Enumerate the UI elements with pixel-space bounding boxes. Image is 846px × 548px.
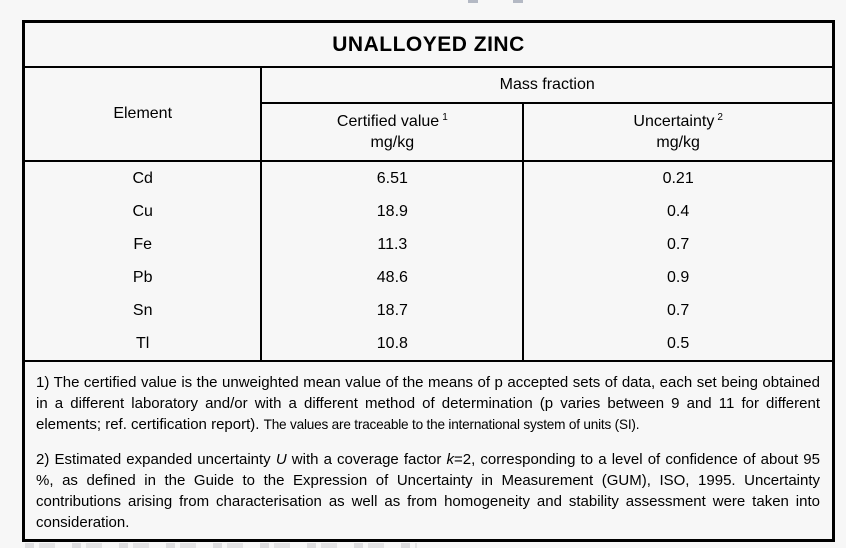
footnote-1: 1) The certified value is the unweighted…	[36, 372, 820, 435]
cropped-text-artifact-top	[513, 0, 523, 3]
element-cell: Tl	[22, 327, 263, 361]
table-row: Pb 48.6 0.9	[22, 261, 835, 294]
footnote-2-text: 2) Estimated expanded uncertainty	[36, 451, 276, 468]
footnote-1-text: 1) The certified value is the unweighted…	[36, 374, 820, 433]
element-cell: Cd	[22, 161, 263, 195]
uncertainty-cell: 0.5	[522, 327, 835, 361]
table-row: Fe 11.3 0.7	[22, 228, 835, 261]
footnote-2-text: with a coverage factor	[286, 451, 447, 468]
table-title-row: UNALLOYED ZINC	[22, 20, 835, 68]
certified-value-cell: 10.8	[260, 327, 525, 361]
certified-value-unit: mg/kg	[370, 134, 415, 151]
uncertainty-cell: 0.9	[522, 261, 835, 294]
element-cell: Fe	[22, 228, 263, 261]
variable-U: U	[275, 451, 287, 468]
footnote-ref-2: 2	[717, 111, 723, 123]
certified-value-cell: 18.9	[260, 195, 525, 228]
table-row: Sn 18.7 0.7	[22, 294, 835, 327]
cropped-text-artifact-top	[468, 0, 478, 3]
element-cell: Cu	[22, 195, 263, 228]
table-row: Cu 18.9 0.4	[22, 195, 835, 228]
certified-value-cell: 18.7	[260, 294, 525, 327]
footnote-2: 2) Estimated expanded uncertainty U with…	[36, 449, 820, 533]
uncertainty-unit: mg/kg	[656, 134, 700, 151]
uncertainty-cell: 0.7	[522, 294, 835, 327]
uncertainty-label: Uncertainty	[633, 113, 715, 130]
uncertainty-cell: 0.7	[522, 228, 835, 261]
cropped-text-artifact-bottom	[25, 543, 417, 548]
certified-value-cell: 6.51	[260, 161, 525, 195]
certified-value-cell: 11.3	[260, 228, 525, 261]
table-row: Tl 10.8 0.5	[22, 327, 835, 361]
footnote-2-text: =2, corresponding to a level of confiden…	[36, 451, 820, 531]
column-header-certified-value: Certified value 1 mg/kg	[260, 102, 525, 162]
certified-value-label: Certified value	[336, 113, 440, 130]
certified-values-table: UNALLOYED ZINC Element Mass fraction Cer…	[22, 20, 835, 542]
certified-value-cell: 48.6	[260, 261, 525, 294]
footnotes-row: 1) The certified value is the unweighted…	[22, 360, 835, 542]
footnotes-section: 1) The certified value is the unweighted…	[22, 360, 835, 542]
variable-k: k	[446, 451, 455, 468]
table-row: Cd 6.51 0.21	[22, 161, 835, 195]
column-header-uncertainty: Uncertainty 2 mg/kg	[522, 102, 835, 162]
element-cell: Pb	[22, 261, 263, 294]
footnote-1-traceability-text: The values are traceable to the internat…	[263, 417, 640, 432]
header-subrow: Certified value 1 mg/kg Uncertainty 2 mg/kg	[24, 102, 835, 162]
uncertainty-cell: 0.4	[522, 195, 835, 228]
uncertainty-cell: 0.21	[522, 161, 835, 195]
header-row-group: Element Mass fraction	[22, 66, 835, 162]
footnote-ref-1: 1	[442, 111, 448, 123]
table-title: UNALLOYED ZINC	[22, 20, 835, 68]
column-header-mass-fraction: Mass fraction	[260, 66, 835, 104]
element-cell: Sn	[22, 294, 263, 327]
column-header-element: Element	[22, 66, 263, 162]
